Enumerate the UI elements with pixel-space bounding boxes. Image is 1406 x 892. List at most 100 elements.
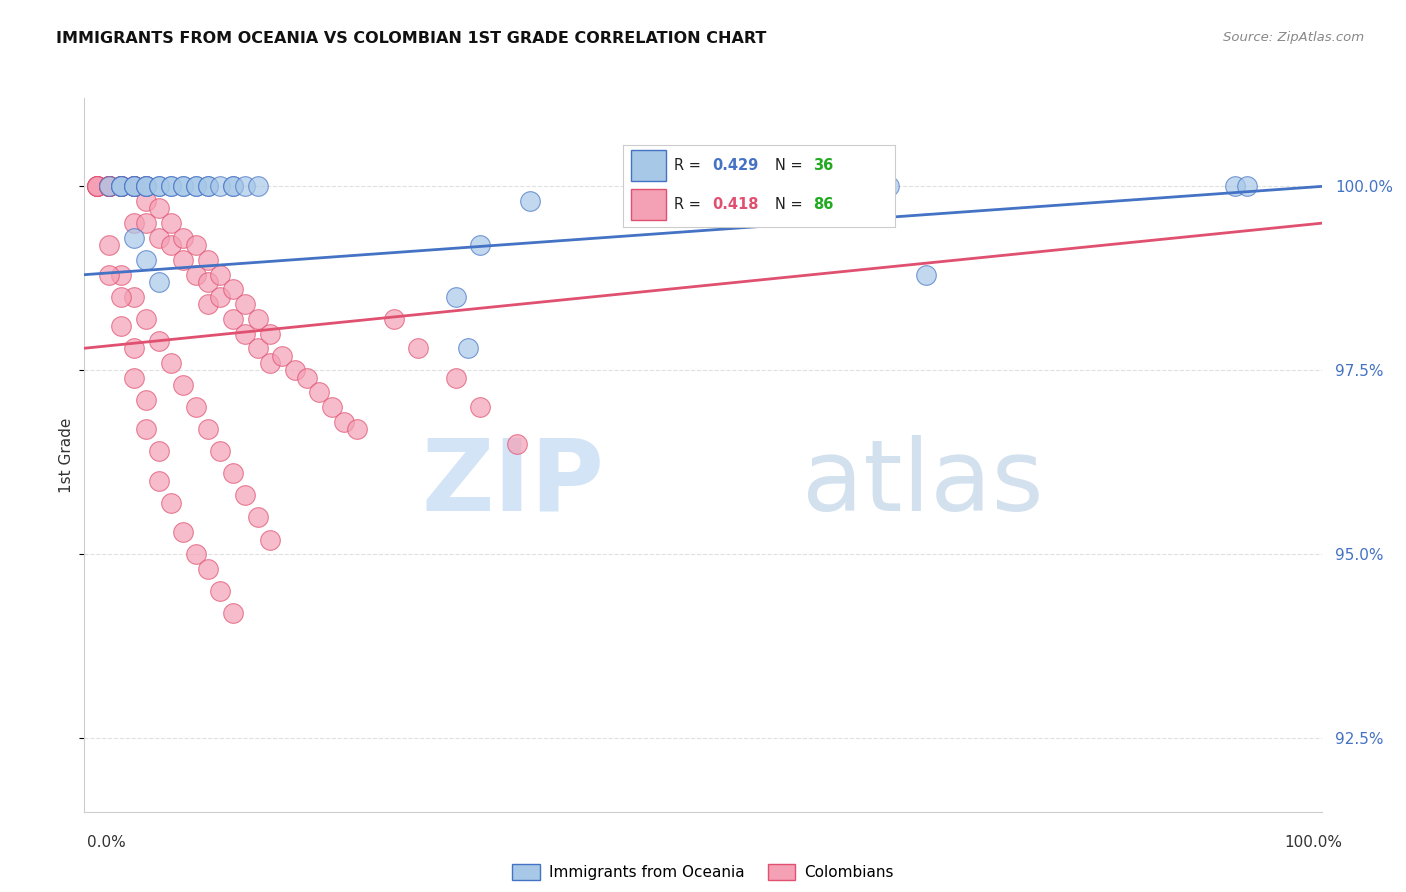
- Point: [135, 216, 157, 230]
- Point: [110, 179, 132, 194]
- Point: [209, 290, 232, 304]
- Point: [877, 179, 900, 194]
- Point: [122, 179, 145, 194]
- Point: [197, 179, 219, 194]
- Point: [172, 525, 194, 540]
- Point: [122, 341, 145, 355]
- Point: [222, 282, 245, 296]
- Point: [135, 179, 157, 194]
- Point: [135, 252, 157, 267]
- Text: 100.0%: 100.0%: [1285, 836, 1343, 850]
- Point: [246, 311, 269, 326]
- Point: [457, 341, 479, 355]
- Point: [148, 179, 170, 194]
- Point: [914, 268, 936, 282]
- Text: IMMIGRANTS FROM OCEANIA VS COLOMBIAN 1ST GRADE CORRELATION CHART: IMMIGRANTS FROM OCEANIA VS COLOMBIAN 1ST…: [56, 31, 766, 46]
- Point: [222, 606, 245, 620]
- Point: [444, 370, 467, 384]
- Point: [172, 179, 194, 194]
- Point: [98, 179, 121, 194]
- Point: [98, 179, 121, 194]
- Point: [110, 179, 132, 194]
- Point: [209, 444, 232, 458]
- Point: [86, 179, 108, 194]
- Point: [246, 179, 269, 194]
- Point: [271, 349, 294, 363]
- Point: [506, 437, 529, 451]
- Point: [98, 179, 121, 194]
- Text: atlas: atlas: [801, 435, 1043, 532]
- Point: [98, 179, 121, 194]
- Point: [135, 179, 157, 194]
- Point: [98, 179, 121, 194]
- Point: [86, 179, 108, 194]
- Point: [98, 179, 121, 194]
- Point: [246, 510, 269, 524]
- Text: R =: R =: [675, 197, 706, 212]
- Point: [135, 179, 157, 194]
- Point: [110, 319, 132, 334]
- Point: [110, 290, 132, 304]
- Point: [172, 231, 194, 245]
- Point: [222, 179, 245, 194]
- Text: N =: N =: [775, 159, 807, 173]
- Point: [110, 179, 132, 194]
- Point: [122, 290, 145, 304]
- Point: [160, 216, 183, 230]
- FancyBboxPatch shape: [631, 189, 666, 220]
- Point: [172, 252, 194, 267]
- Point: [1223, 179, 1246, 194]
- Point: [222, 311, 245, 326]
- Point: [110, 179, 132, 194]
- Point: [197, 275, 219, 289]
- Point: [148, 231, 170, 245]
- Point: [246, 341, 269, 355]
- Point: [408, 341, 430, 355]
- Point: [184, 179, 207, 194]
- Point: [197, 297, 219, 311]
- Point: [110, 179, 132, 194]
- Text: ZIP: ZIP: [422, 435, 605, 532]
- Point: [122, 216, 145, 230]
- Point: [197, 422, 219, 436]
- Point: [160, 179, 183, 194]
- Point: [172, 378, 194, 392]
- FancyBboxPatch shape: [631, 150, 666, 181]
- Point: [197, 252, 219, 267]
- Point: [148, 275, 170, 289]
- Point: [122, 231, 145, 245]
- Point: [98, 179, 121, 194]
- Point: [382, 311, 405, 326]
- Point: [222, 467, 245, 481]
- Point: [160, 238, 183, 252]
- Point: [295, 370, 318, 384]
- Point: [135, 179, 157, 194]
- Point: [197, 179, 219, 194]
- Point: [122, 179, 145, 194]
- Point: [148, 179, 170, 194]
- Point: [122, 179, 145, 194]
- Point: [148, 474, 170, 488]
- Point: [110, 268, 132, 282]
- Point: [184, 547, 207, 561]
- Point: [160, 356, 183, 370]
- Text: 36: 36: [813, 159, 834, 173]
- Point: [172, 179, 194, 194]
- Point: [346, 422, 368, 436]
- Point: [233, 326, 256, 341]
- Point: [98, 179, 121, 194]
- Point: [222, 179, 245, 194]
- Point: [519, 194, 541, 208]
- Point: [259, 533, 281, 547]
- Point: [321, 400, 343, 414]
- Point: [209, 584, 232, 599]
- Point: [184, 238, 207, 252]
- Point: [86, 179, 108, 194]
- Point: [160, 496, 183, 510]
- Text: 0.429: 0.429: [713, 159, 759, 173]
- Point: [122, 179, 145, 194]
- Text: Source: ZipAtlas.com: Source: ZipAtlas.com: [1223, 31, 1364, 45]
- Point: [148, 202, 170, 216]
- Point: [233, 179, 256, 194]
- Text: 0.418: 0.418: [713, 197, 759, 212]
